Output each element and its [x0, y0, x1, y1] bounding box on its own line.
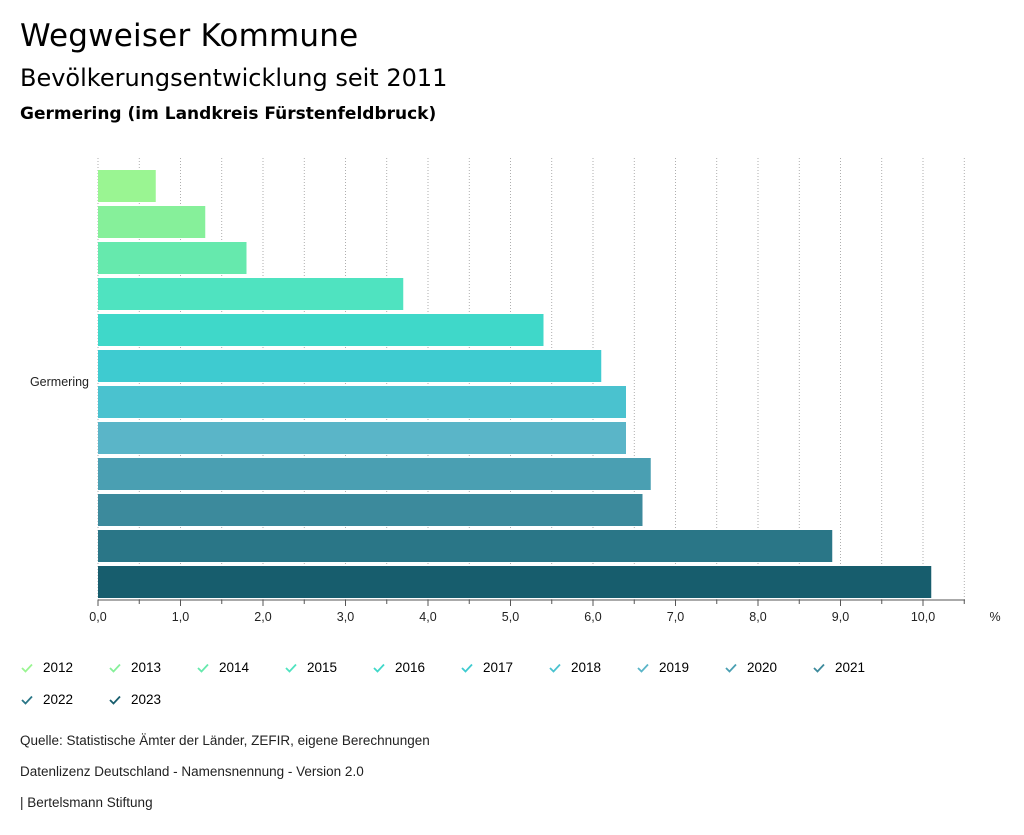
x-tick-label: 3,0 — [337, 610, 354, 624]
legend-item-2015[interactable]: 2015 — [284, 660, 337, 675]
check-icon — [637, 663, 649, 673]
check-icon — [109, 695, 121, 705]
legend-label: 2014 — [219, 660, 250, 675]
chart-subtitle: Bevölkerungsentwicklung seit 2011 — [20, 64, 448, 92]
legend-item-2018[interactable]: 2018 — [548, 660, 601, 675]
page-title: Wegweiser Kommune — [20, 18, 359, 54]
publisher-note: | Bertelsmann Stiftung — [20, 795, 153, 810]
x-tick-label: 1,0 — [172, 610, 189, 624]
legend-label: 2022 — [43, 692, 74, 707]
category-label: Germering — [30, 375, 89, 389]
x-tick-label: 8,0 — [749, 610, 766, 624]
bar-2017[interactable] — [98, 350, 602, 382]
check-icon — [373, 663, 385, 673]
bar-2015[interactable] — [98, 278, 404, 310]
bar-2014[interactable] — [98, 242, 247, 274]
license-note: Datenlizenz Deutschland - Namensnennung … — [20, 764, 364, 779]
legend-label: 2012 — [43, 660, 74, 675]
check-icon — [461, 663, 473, 673]
x-tick-label: 5,0 — [502, 610, 519, 624]
bar-2019[interactable] — [98, 422, 626, 454]
bar-chart: 0,0 1,0 2,0 3,0 4,0 5,0 6,0 7,0 8,0 9,0 10,0 Germe… — [30, 158, 1001, 624]
unit-label: % — [989, 610, 1000, 624]
check-icon — [549, 663, 561, 673]
x-tick-label: 10,0 — [911, 610, 935, 624]
legend-item-2014[interactable]: 2014 — [196, 660, 249, 675]
legend-label: 2015 — [307, 660, 338, 675]
bar-2018[interactable] — [98, 386, 626, 418]
x-tick-label: 7,0 — [667, 610, 684, 624]
check-icon — [21, 695, 33, 705]
bar-2022[interactable] — [98, 530, 833, 562]
bar-2021[interactable] — [98, 494, 643, 526]
check-icon — [109, 663, 121, 673]
legend-item-2020[interactable]: 2020 — [724, 660, 777, 675]
legend-label: 2020 — [747, 660, 778, 675]
legend-item-2016[interactable]: 2016 — [372, 660, 425, 675]
legend-label: 2023 — [131, 692, 162, 707]
check-icon — [285, 663, 297, 673]
legend-label: 2021 — [835, 660, 866, 675]
check-icon — [21, 663, 33, 673]
legend-label: 2017 — [483, 660, 514, 675]
legend-label: 2013 — [131, 660, 162, 675]
x-tick-label: 9,0 — [832, 610, 849, 624]
bar-2016[interactable] — [98, 314, 544, 346]
legend-item-2019[interactable]: 2019 — [636, 660, 689, 675]
legend-item-2013[interactable]: 2013 — [108, 660, 161, 675]
legend-item-2023[interactable]: 2023 — [108, 692, 161, 707]
legend-label: 2019 — [659, 660, 690, 675]
legend-item-2017[interactable]: 2017 — [460, 660, 513, 675]
bar-2023[interactable] — [98, 566, 932, 598]
check-icon — [813, 663, 825, 673]
legend-item-2022[interactable]: 2022 — [20, 692, 73, 707]
legend-label: 2016 — [395, 660, 426, 675]
bar-2013[interactable] — [98, 206, 206, 238]
x-tick-label: 6,0 — [584, 610, 601, 624]
bar-2012[interactable] — [98, 170, 156, 202]
source-note: Quelle: Statistische Ämter der Länder, Z… — [20, 733, 430, 748]
legend-item-2012[interactable]: 2012 — [20, 660, 73, 675]
check-icon — [197, 663, 209, 673]
x-tick-label: 0,0 — [89, 610, 106, 624]
legend-label: 2018 — [571, 660, 602, 675]
x-tick-label: 2,0 — [254, 610, 271, 624]
bar-2020[interactable] — [98, 458, 651, 490]
region-label: Germering (im Landkreis Fürstenfeldbruck… — [20, 104, 437, 124]
check-icon — [725, 663, 737, 673]
x-axis: 0,0 1,0 2,0 3,0 4,0 5,0 6,0 7,0 8,0 9,0 10,0 — [89, 599, 965, 624]
x-tick-label: 4,0 — [419, 610, 436, 624]
bars — [98, 170, 932, 598]
legend-item-2021[interactable]: 2021 — [812, 660, 865, 675]
